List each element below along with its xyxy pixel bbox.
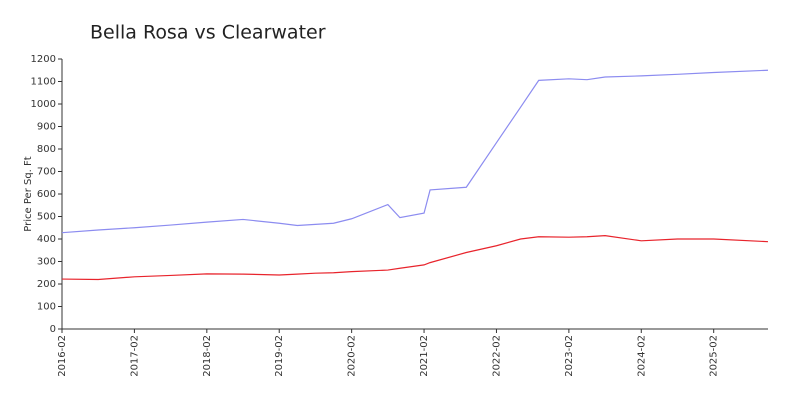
x-tick-label: 2024-02 xyxy=(636,335,647,377)
x-tick-label: 2020-02 xyxy=(347,335,358,377)
x-tick-label: 2016-02 xyxy=(57,335,68,377)
x-tick-label: 2022-02 xyxy=(491,335,502,377)
y-tick-label: 600 xyxy=(37,189,56,200)
y-tick-label: 800 xyxy=(37,144,56,155)
chart-title: Bella Rosa vs Clearwater xyxy=(90,22,326,44)
x-tick-label: 2023-02 xyxy=(564,335,575,377)
y-tick-label: 0 xyxy=(50,324,56,335)
x-tick-label: 2021-02 xyxy=(419,335,430,377)
y-tick-label: 400 xyxy=(37,234,56,245)
y-tick-label: 1000 xyxy=(31,99,56,110)
y-tick-label: 300 xyxy=(37,257,56,268)
y-tick-label: 100 xyxy=(37,302,56,313)
series-line xyxy=(61,235,769,281)
x-tick-label: 2025-02 xyxy=(709,335,720,377)
y-axis-label: Price Per Sq. Ft xyxy=(23,156,34,231)
y-tick-label: 500 xyxy=(37,212,56,223)
y-tick-label: 900 xyxy=(37,122,56,133)
x-tick-label: 2017-02 xyxy=(129,335,140,377)
x-tick-label: 2018-02 xyxy=(202,335,213,377)
y-tick-label: 700 xyxy=(37,167,56,178)
x-tick-label: 2019-02 xyxy=(274,335,285,377)
y-tick-label: 1100 xyxy=(31,77,56,88)
series-line xyxy=(61,69,769,234)
y-tick-label: 200 xyxy=(37,279,56,290)
y-tick-label: 1200 xyxy=(31,54,56,65)
